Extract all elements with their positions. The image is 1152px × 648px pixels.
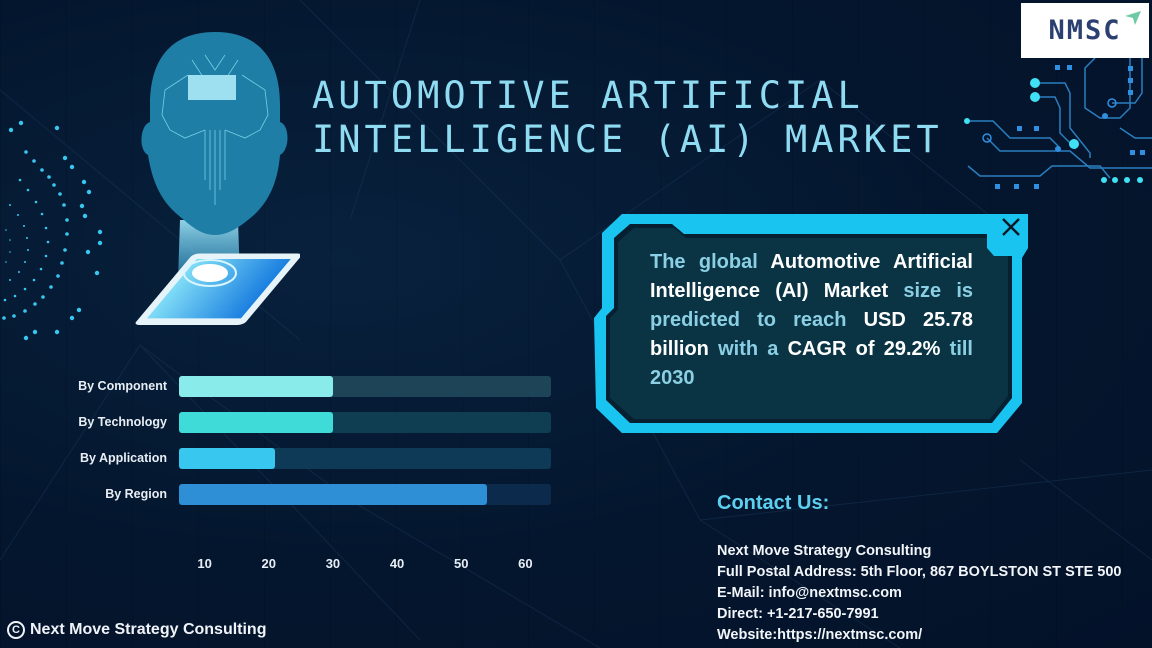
contact-address: Full Postal Address: 5th Floor, 867 BOYL… (717, 564, 1122, 580)
page-title: AUTOMOTIVE ARTIFICIAL INTELLIGENCE (AI) … (312, 74, 992, 162)
bar-label: By Application (79, 451, 167, 465)
summary-segment-market-name: Automotive Artificial Intelligence (AI) … (650, 251, 973, 302)
bar-fill (179, 448, 276, 469)
copyright-icon: C (7, 621, 25, 639)
concentric-dots-decoration (2, 120, 103, 341)
bar-row-technology: By Technology (0, 412, 560, 434)
contact-website[interactable]: Website:https://nextmsc.com/ (717, 627, 923, 643)
x-tick-label: 10 (197, 556, 212, 571)
contact-company: Next Move Strategy Consulting (717, 543, 932, 559)
ai-head-illustration (135, 32, 300, 326)
circuit-decoration (964, 58, 1152, 189)
bar-label: By Component (78, 379, 167, 393)
x-tick-label: 50 (453, 556, 469, 571)
contact-heading: Contact Us: (717, 492, 830, 514)
title-line-2: INTELLIGENCE (AI) MARKET (312, 118, 943, 161)
bar-row-region: By Region (0, 484, 560, 506)
bar-row-component: By Component (0, 376, 560, 398)
bar-row-application: By Application (0, 448, 560, 470)
contact-email[interactable]: E-Mail: info@nextmsc.com (717, 585, 902, 601)
info-box-frame (594, 214, 1028, 433)
x-tick-label: 20 (261, 556, 277, 571)
title-line-1: AUTOMOTIVE ARTIFICIAL (312, 74, 864, 117)
bar-fill (179, 412, 333, 433)
copyright-text: Next Move Strategy Consulting (30, 621, 267, 638)
summary-segment: till 2030 (650, 338, 973, 389)
x-tick-label: 60 (518, 556, 533, 571)
market-summary-text: The global Automotive Artificial Intelli… (650, 248, 973, 393)
logo-arrow-icon (1125, 11, 1141, 25)
summary-segment-market-value: USD 25.78 billion (650, 309, 973, 360)
bar-label: By Region (105, 487, 167, 501)
x-tick-label: 40 (389, 556, 405, 571)
bar-label: By Technology (78, 415, 167, 429)
bar-fill (179, 376, 333, 397)
summary-segment: size is predicted to reach (650, 280, 973, 331)
nmsc-logo: NMSC (1021, 3, 1149, 58)
close-icon (1002, 218, 1020, 236)
contact-phone[interactable]: Direct: +1-217-650-7991 (717, 606, 879, 622)
bar-fill (179, 484, 487, 505)
copyright-footer: C Next Move Strategy Consulting (7, 621, 266, 639)
summary-segment: with a (708, 338, 788, 360)
x-tick-label: 30 (325, 556, 341, 571)
contact-details: Next Move Strategy Consulting Full Posta… (717, 541, 1122, 646)
close-button[interactable] (994, 212, 1028, 242)
logo-text: NMSC (1048, 15, 1122, 46)
summary-segment: The global (650, 251, 771, 273)
summary-segment-cagr: CAGR of 29.2% (787, 338, 941, 360)
